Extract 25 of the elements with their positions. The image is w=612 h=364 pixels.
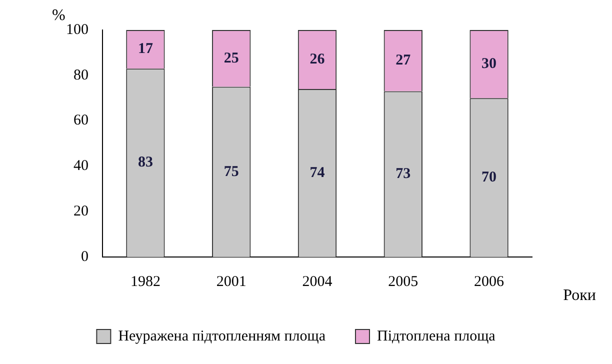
x-tick-label: 1982 (130, 274, 160, 290)
y-tick-label: 0 (81, 248, 88, 265)
data-label: 26 (310, 51, 326, 68)
y-tick-label: 100 (66, 22, 88, 38)
data-label: 30 (482, 56, 497, 72)
data-label: 25 (224, 50, 239, 66)
y-axis-title: % (52, 7, 66, 24)
data-label: 70 (482, 169, 497, 186)
x-tick-label: 2006 (474, 274, 505, 290)
legend-label: Неуражена підтопленням площа (118, 328, 326, 344)
x-tick-label: 2001 (216, 274, 246, 290)
x-axis-title: Роки (563, 287, 596, 304)
data-label: 17 (138, 41, 154, 58)
data-label: 73 (396, 166, 411, 182)
x-tick-label: 2005 (388, 274, 418, 290)
legend-label: Підтоплена площа (376, 328, 496, 344)
y-tick-label: 60 (74, 112, 88, 129)
y-tick-label: 80 (74, 67, 88, 84)
data-label: 74 (310, 164, 326, 181)
y-tick-label: 20 (74, 204, 88, 220)
x-tick-label: 2004 (302, 274, 333, 290)
y-tick-label: 40 (74, 158, 88, 174)
data-label: 75 (224, 164, 239, 180)
data-label: 27 (396, 52, 412, 69)
data-label: 83 (138, 154, 153, 171)
